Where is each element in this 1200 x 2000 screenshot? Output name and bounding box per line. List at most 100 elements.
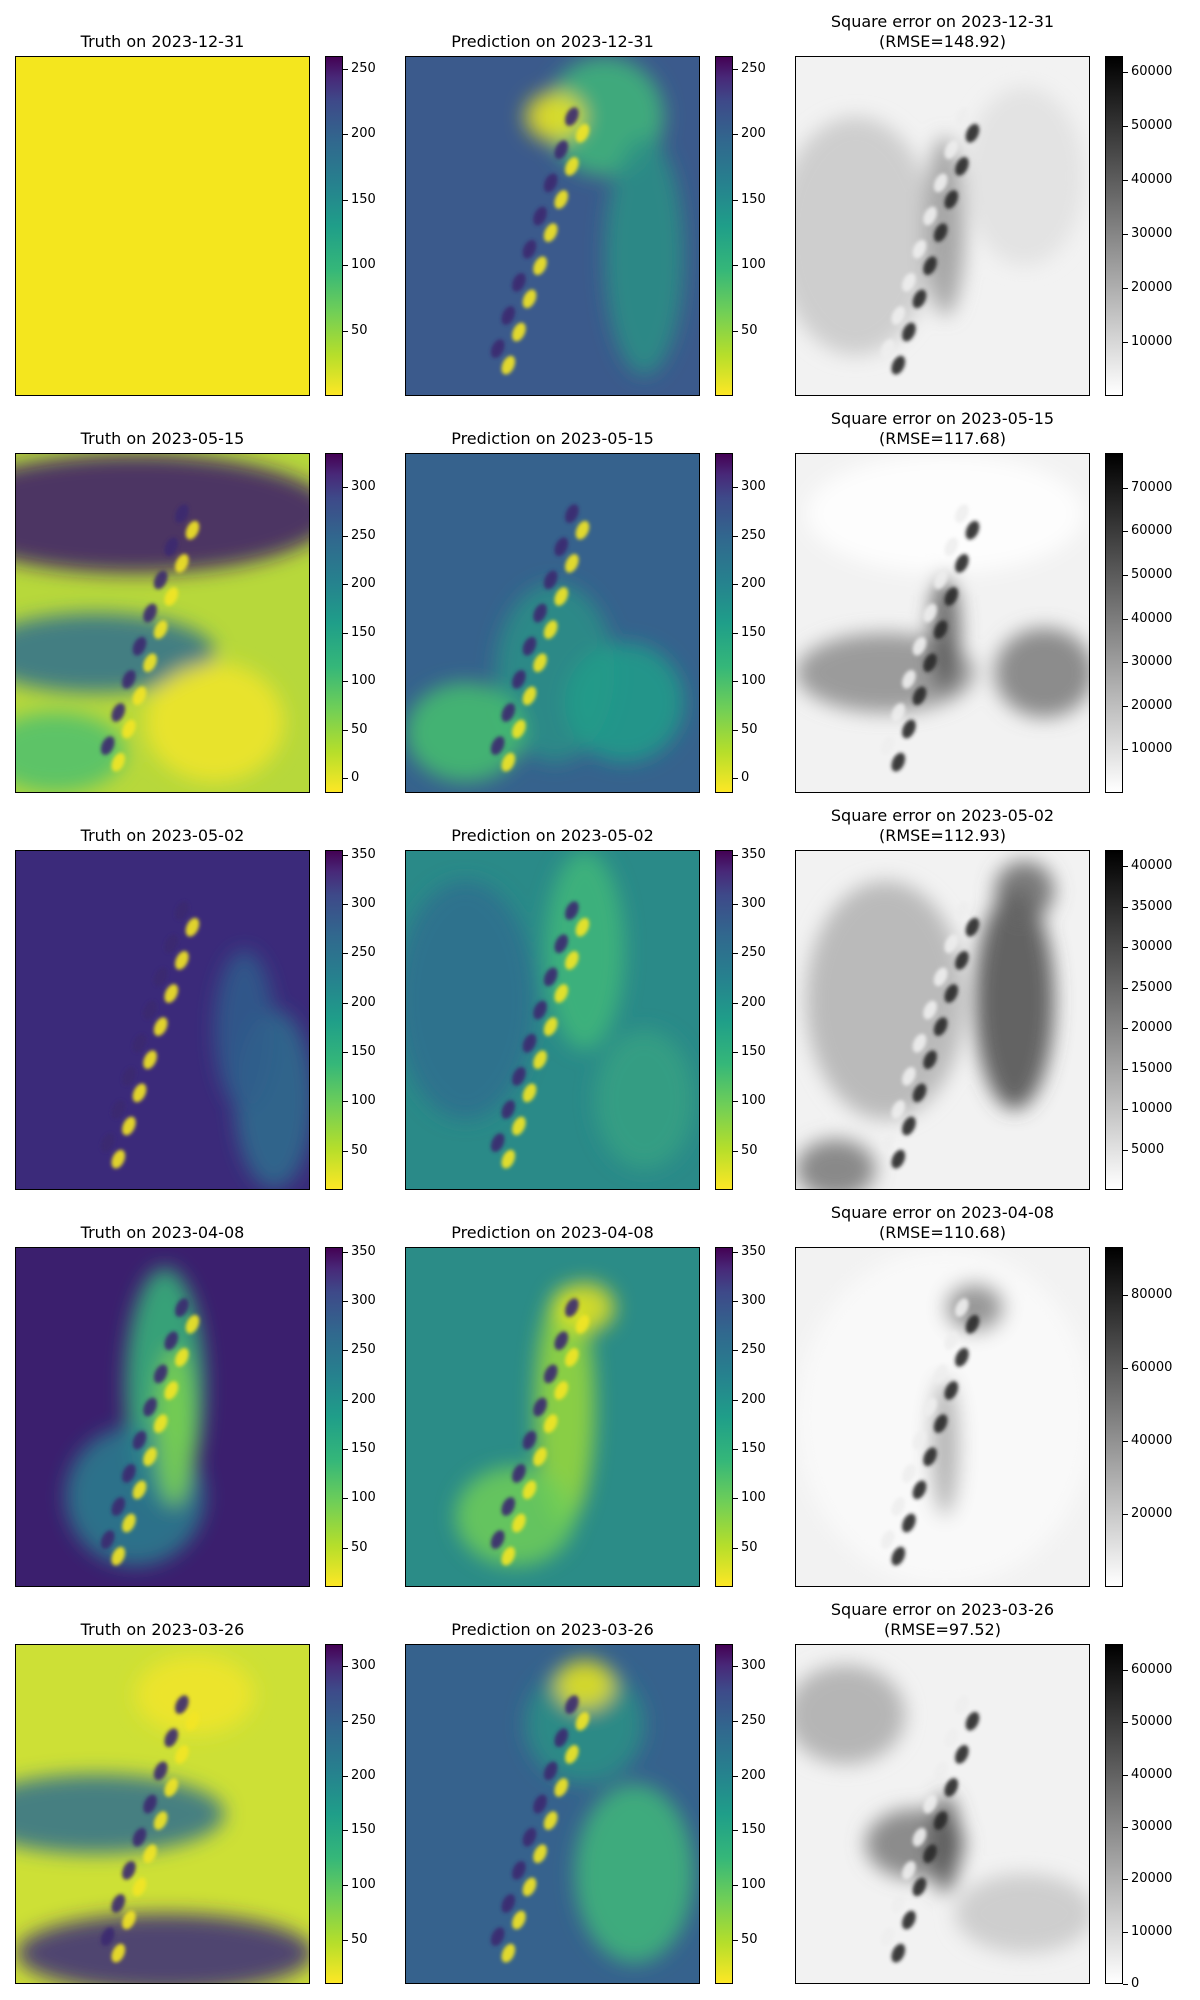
- colorbar-tick-label: 70000: [1131, 480, 1173, 495]
- colorbar-tick-label: 250: [741, 1713, 766, 1728]
- colorbar-tick-label: 200: [351, 1392, 376, 1407]
- colorbar-tick-mark: [343, 1449, 348, 1450]
- colorbar: [325, 453, 343, 793]
- panel-title-text: Square error on 2023-03-26: [830, 1600, 1055, 1619]
- heatmap-image: [405, 850, 700, 1190]
- colorbar-tick-mark: [733, 265, 738, 266]
- colorbar-tick-mark: [733, 633, 738, 634]
- panel-title: Truth on 2023-03-26: [0, 1620, 350, 1640]
- colorbar-tick-mark: [733, 953, 738, 954]
- colorbar-tick-label: 50000: [1131, 118, 1173, 133]
- heatmap-field: [16, 1248, 309, 1586]
- colorbar-tick-label: 30000: [1131, 654, 1173, 669]
- colorbar-tick-mark: [343, 778, 348, 779]
- colorbar-tick-mark: [1123, 126, 1128, 127]
- colorbar-tick-mark: [1123, 1109, 1128, 1110]
- colorbar-tick-mark: [733, 1350, 738, 1351]
- colorbar-tick-mark: [1123, 1028, 1128, 1029]
- panel-title: Truth on 2023-12-31: [0, 32, 350, 52]
- colorbar-tick-label: 50: [351, 1540, 368, 1555]
- colorbar-tick-mark: [343, 953, 348, 954]
- colorbar-tick-label: 300: [741, 1658, 766, 1673]
- colorbar-tick-label: 40000: [1131, 172, 1173, 187]
- heatmap-image: [405, 1644, 700, 1984]
- colorbar-tick-label: 50: [741, 722, 758, 737]
- colorbar-tick-label: 350: [351, 847, 376, 862]
- colorbar-tick-label: 300: [741, 896, 766, 911]
- colorbar-tick-mark: [1123, 288, 1128, 289]
- colorbar-tick-label: 250: [351, 1713, 376, 1728]
- heatmap-field: [16, 1645, 309, 1983]
- colorbar-tick-mark: [343, 200, 348, 201]
- panel-title-text: Prediction on 2023-05-02: [451, 826, 654, 845]
- heatmap-image: [15, 453, 310, 793]
- heatmap-field: [406, 1645, 699, 1983]
- colorbar-tick-label: 80000: [1131, 1287, 1173, 1302]
- colorbar-tick-label: 30000: [1131, 939, 1173, 954]
- colorbar: [715, 56, 733, 396]
- colorbar-tick-label: 50: [351, 722, 368, 737]
- colorbar: [325, 56, 343, 396]
- colorbar-tick-label: 300: [351, 1293, 376, 1308]
- colorbar-tick-label: 10000: [1131, 1101, 1173, 1116]
- colorbar-tick-mark: [1123, 1368, 1128, 1369]
- colorbar: [325, 1247, 343, 1587]
- colorbar-tick-mark: [343, 730, 348, 731]
- colorbar-tick-mark: [1123, 234, 1128, 235]
- panel-title: Square error on 2023-05-02 (RMSE=112.93): [755, 806, 1130, 846]
- colorbar-tick-label: 50: [741, 323, 758, 338]
- colorbar-tick-label: 150: [351, 1822, 376, 1837]
- colorbar: [715, 453, 733, 793]
- panel-rmse-text: (RMSE=97.52): [884, 1620, 1001, 1639]
- colorbar-tick-label: 200: [741, 1768, 766, 1783]
- colorbar-tick-label: 300: [351, 1658, 376, 1673]
- colorbar-tick-label: 40000: [1131, 858, 1173, 873]
- heatmap-field: [406, 1248, 699, 1586]
- colorbar-tick-mark: [343, 633, 348, 634]
- panel-title: Truth on 2023-05-15: [0, 429, 350, 449]
- colorbar-tick-label: 100: [741, 1093, 766, 1108]
- colorbar-tick-mark: [733, 1721, 738, 1722]
- colorbar-tick-mark: [343, 584, 348, 585]
- colorbar-tick-mark: [1123, 866, 1128, 867]
- colorbar-tick-label: 60000: [1131, 1360, 1173, 1375]
- colorbar-tick-label: 150: [351, 625, 376, 640]
- panel-title: Prediction on 2023-05-15: [365, 429, 740, 449]
- colorbar-tick-mark: [733, 487, 738, 488]
- colorbar-tick-label: 60000: [1131, 1662, 1173, 1677]
- colorbar-tick-label: 250: [351, 528, 376, 543]
- colorbar-tick-mark: [1123, 488, 1128, 489]
- panel-title-text: Square error on 2023-12-31: [830, 12, 1055, 31]
- heatmap-image: [405, 453, 700, 793]
- heatmap-image: [795, 850, 1090, 1190]
- colorbar-tick-mark: [343, 1498, 348, 1499]
- panel-rmse-text: (RMSE=110.68): [878, 1223, 1007, 1242]
- colorbar-tick-label: 50: [741, 1540, 758, 1555]
- colorbar-tick-label: 20000: [1131, 1871, 1173, 1886]
- panel-title-text: Square error on 2023-04-08: [830, 1203, 1055, 1222]
- colorbar-tick-label: 350: [741, 847, 766, 862]
- colorbar-tick-mark: [1123, 72, 1128, 73]
- colorbar-tick-label: 30000: [1131, 1819, 1173, 1834]
- colorbar-tick-mark: [343, 1721, 348, 1722]
- colorbar-tick-label: 5000: [1131, 1142, 1165, 1157]
- colorbar-tick-mark: [733, 1940, 738, 1941]
- colorbar-tick-label: 50: [351, 1932, 368, 1947]
- colorbar-tick-label: 150: [351, 1441, 376, 1456]
- colorbar-tick-label: 20000: [1131, 698, 1173, 713]
- colorbar-tick-label: 100: [741, 1877, 766, 1892]
- colorbar-tick-label: 0: [351, 770, 360, 785]
- colorbar-tick-mark: [343, 265, 348, 266]
- panel-title-text: Truth on 2023-04-08: [80, 1223, 245, 1242]
- colorbar-tick-label: 100: [351, 1093, 376, 1108]
- colorbar-tick-mark: [733, 1003, 738, 1004]
- heatmap-field: [796, 454, 1089, 792]
- colorbar-tick-label: 30000: [1131, 226, 1173, 241]
- colorbar-tick-mark: [1123, 1827, 1128, 1828]
- colorbar-tick-mark: [343, 69, 348, 70]
- panel-rmse-text: (RMSE=117.68): [878, 429, 1007, 448]
- colorbar-tick-mark: [733, 1449, 738, 1450]
- colorbar-tick-mark: [733, 536, 738, 537]
- heatmap-image: [15, 850, 310, 1190]
- colorbar-tick-mark: [343, 1830, 348, 1831]
